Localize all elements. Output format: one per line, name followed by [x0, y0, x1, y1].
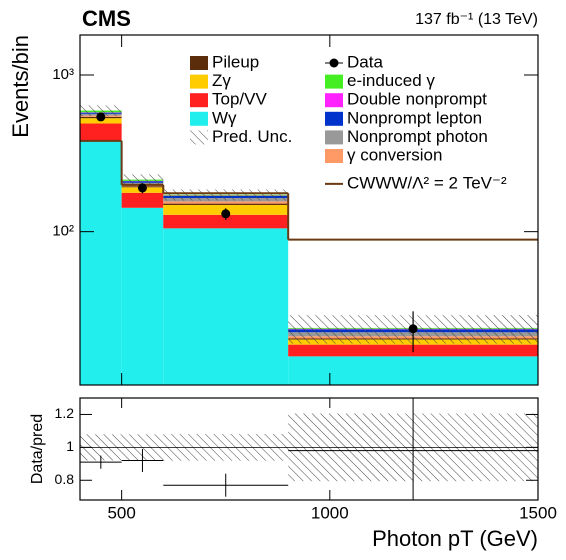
- y-tick-label: 10³: [52, 66, 74, 83]
- legend-swatch: [325, 111, 343, 126]
- legend-swatch: [325, 74, 343, 89]
- y-tick-label: 10²: [52, 223, 74, 240]
- experiment-label: CMS: [82, 6, 131, 31]
- stack-segment: [163, 201, 289, 204]
- legend-label: Top/VV: [212, 90, 267, 109]
- legend-label: Zγ: [212, 71, 231, 90]
- ratio-y-tick-label: 0.8: [55, 471, 75, 487]
- legend-label: Nonprompt lepton: [347, 108, 482, 127]
- plot-frame: [79, 34, 539, 386]
- ratio-y-label: Data/pred: [29, 414, 46, 484]
- legend-swatch: [325, 93, 343, 108]
- legend-label: γ conversion: [347, 145, 442, 164]
- uncertainty-band: [80, 105, 122, 117]
- stack-segment: [163, 214, 289, 229]
- uncertainty-band: [121, 174, 164, 186]
- stack-segment: [121, 192, 164, 208]
- ratio-y-tick-label: 1.2: [55, 405, 75, 421]
- legend-label: Data: [347, 52, 383, 71]
- stack-segment: [163, 228, 289, 385]
- stack-segment: [80, 123, 122, 141]
- legend-swatch: [190, 130, 208, 145]
- legend-label: Pred. Unc.: [212, 127, 292, 146]
- ratio-y-tick-label: 1: [66, 438, 74, 454]
- stack-segment: [288, 356, 538, 385]
- legend-swatch: [325, 130, 343, 145]
- legend-swatch: [325, 149, 343, 163]
- y-axis-label: Events/bin: [8, 35, 33, 138]
- plot-frame: [79, 397, 539, 501]
- x-tick-label: 500: [107, 503, 135, 522]
- luminosity-label: 137 fb⁻¹ (13 TeV): [415, 11, 538, 28]
- stack-segment: [121, 207, 164, 385]
- legend-label: CWWW/Λ² = 2 TeV⁻²: [347, 173, 507, 192]
- data-point: [137, 183, 147, 193]
- stack-segment: [163, 203, 289, 205]
- x-tick-label: 1500: [519, 503, 557, 522]
- legend-label: Double nonprompt: [347, 90, 487, 109]
- data-point: [408, 324, 418, 334]
- legend-label: Wγ: [212, 108, 237, 127]
- legend-swatch: [190, 111, 208, 126]
- legend-swatch: [190, 74, 208, 89]
- legend-swatch: [190, 56, 208, 70]
- legend-label: e-induced γ: [347, 71, 435, 90]
- data-point: [221, 209, 231, 219]
- data-point: [96, 112, 106, 122]
- legend-swatch: [190, 93, 208, 108]
- uncertainty-band: [163, 189, 289, 201]
- legend-label: Nonprompt photon: [347, 127, 488, 146]
- legend-label: Pileup: [212, 52, 259, 71]
- x-axis-label: Photon pT (GeV): [372, 526, 538, 551]
- stack-segment: [80, 140, 122, 385]
- x-tick-label: 1000: [311, 503, 349, 522]
